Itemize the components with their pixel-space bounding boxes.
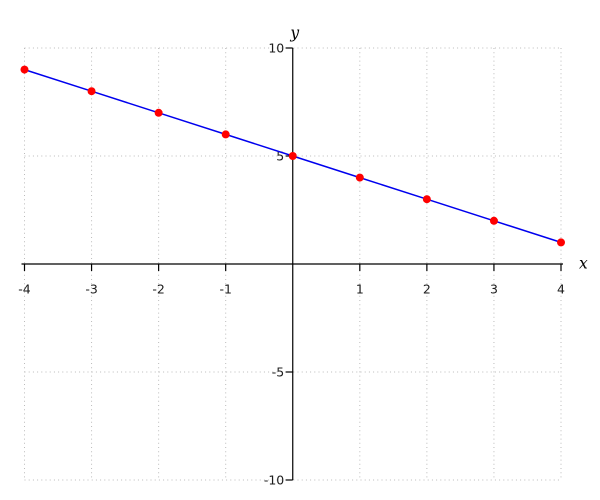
data-point-marker [489, 216, 498, 225]
x-tick-label: 1 [356, 282, 364, 297]
data-point-marker [557, 238, 565, 247]
x-tick-label: -1 [219, 282, 231, 297]
data-point-marker [221, 130, 230, 139]
data-point-marker [87, 87, 96, 96]
x-tick-label: 4 [557, 282, 565, 297]
y-tick-label: 10 [268, 41, 284, 56]
data-point-marker [355, 173, 364, 182]
x-tick-label: 3 [490, 282, 498, 297]
x-axis-label: x [579, 255, 588, 273]
data-point-marker [20, 65, 29, 74]
x-tick-label: -3 [85, 282, 97, 297]
data-point-marker [154, 108, 163, 117]
y-tick-label: -10 [264, 473, 284, 488]
data-point-marker [422, 195, 431, 204]
data-point-marker [288, 152, 297, 160]
y-tick-label: 5 [276, 149, 284, 164]
x-tick-label: -2 [152, 282, 164, 297]
y-axis-label: y [289, 24, 299, 42]
y-tick-label: -5 [272, 365, 284, 380]
x-tick-label: 2 [423, 282, 431, 297]
x-tick-label: -4 [18, 282, 31, 297]
